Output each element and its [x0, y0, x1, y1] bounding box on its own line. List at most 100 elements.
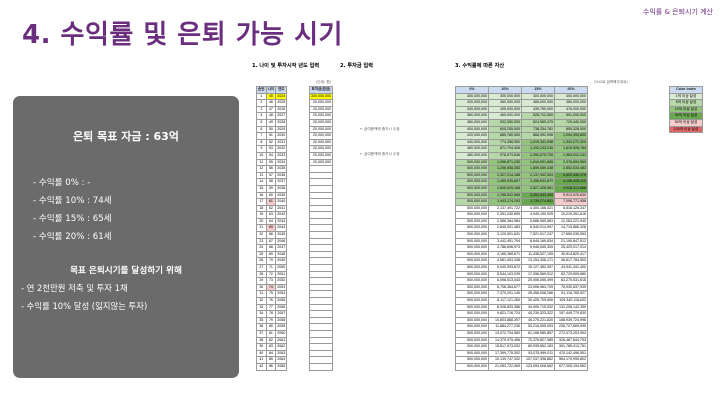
- table-cell: 470,142,496,501: [554, 349, 588, 358]
- table-cell: 15,817,973,002: [488, 343, 522, 351]
- table-cell: 2045: [275, 231, 288, 239]
- table-row: 1 45 2024: [256, 92, 288, 101]
- table-row: 500,000,000 1,605,929,168 2,827,428,961 4,9…: [455, 184, 588, 193]
- table-cell: 2037: [275, 178, 288, 186]
- table-cell: 5: [256, 118, 267, 127]
- table-row: [309, 250, 333, 259]
- table-row: 400,000,000 605,255,000 738,254,781 895,328…: [455, 125, 588, 134]
- table-row: 500,000,000 1,459,935,607 2,458,633,879 4,1…: [455, 178, 588, 186]
- table-cell: 2061: [275, 336, 288, 345]
- table-cell: 34,990,715,932: [521, 303, 555, 312]
- table-cell: 86: [265, 362, 277, 371]
- table-cell: 34: [256, 310, 267, 318]
- table-cell: 500,000,000: [455, 336, 489, 345]
- table-row: 38 82 2061: [256, 336, 288, 345]
- table-cell: 2028: [275, 118, 288, 127]
- table-row: [309, 362, 333, 371]
- table-cell: 26,458,008,266: [521, 290, 555, 298]
- table-cell: 1,192,243,240: [521, 145, 555, 153]
- table-cell: 40,239,323,322: [521, 310, 555, 318]
- table-cell: 76: [265, 297, 277, 305]
- table-cell: 1,619,926,784: [554, 145, 588, 153]
- table-cell: 5,686,969,563: [521, 217, 555, 226]
- table-cell: 20,000,000: [309, 125, 333, 134]
- table-cell: 61,198,980,857: [521, 329, 555, 338]
- table-cell: 340,000,000: [455, 105, 489, 114]
- table-cell: 46: [265, 99, 277, 107]
- panel-item: - 수익률 0% : -: [33, 178, 91, 188]
- table-row: 500,000,000 2,137,491,722 4,300,166,021 8,5…: [455, 204, 588, 213]
- table-cell: 2055: [275, 297, 288, 305]
- table-cell: [309, 329, 333, 338]
- table-cell: 61: [265, 198, 277, 206]
- table-row: 500,000,000 2,351,240,895 4,945,190,925 10,…: [455, 211, 588, 219]
- table-cell: 84: [265, 349, 277, 358]
- table-cell: 624,569,375: [521, 118, 555, 127]
- table-row: [309, 178, 333, 186]
- table-row: 31 75 2054: [256, 290, 288, 298]
- table-row: 19 63 2042: [256, 211, 288, 219]
- table-row: 500,000,000 1,206,558,353 1,859,080,438 2,8…: [455, 165, 588, 173]
- table-cell: 39: [256, 343, 267, 351]
- table-row: 320,000,000 350,000,000 365,000,000 380,000…: [455, 99, 588, 107]
- table-cell: 7: [256, 132, 267, 140]
- table-cell: 2048: [275, 250, 288, 259]
- table-row: [309, 217, 333, 226]
- table-cell: 48: [265, 112, 277, 120]
- table-cell: [309, 257, 333, 266]
- section-1-label: 1. 나이 및 투자시작 년도 입력: [252, 63, 320, 69]
- table-row: 500,000,000 8,117,121,260 30,426,709,506 10…: [455, 297, 588, 305]
- table-cell: 17,659,039,593: [554, 231, 588, 239]
- table-cell: 500,000,000: [455, 264, 489, 272]
- table-cell: 28: [256, 270, 267, 279]
- table-cell: 72: [265, 270, 277, 279]
- table-row: 500,000,000 2,845,001,483 6,540,014,997 14,…: [455, 224, 588, 233]
- table-cell: 63: [265, 211, 277, 219]
- table-cell: 29: [256, 277, 267, 285]
- legend-row: 50억 이상 달성: [669, 118, 703, 127]
- table-row: 12 56 2035: [256, 165, 288, 173]
- table-row: 500,000,000 3,442,451,794 8,649,169,834 21,…: [455, 237, 588, 246]
- table-row: [309, 310, 333, 318]
- table-cell: 605,255,000: [488, 125, 522, 134]
- table-cell: 2050: [275, 264, 288, 272]
- table-cell: 500,000,000: [455, 198, 489, 206]
- col-header: 순번: [256, 86, 267, 94]
- table-cell: 4,581,903,338: [488, 257, 522, 266]
- table-cell: 2,852,033,483: [554, 165, 588, 173]
- page-title: 4. 수익률 및 은퇴 가능 시기: [22, 20, 343, 50]
- table-row: [309, 244, 333, 252]
- table-row: 500,000,000 5,040,093,672 15,127,452,097 43…: [455, 264, 588, 272]
- table-row: 21 65 2044: [256, 224, 288, 233]
- table-cell: 3,129,501,631: [488, 231, 522, 239]
- table-cell: 365,000,000: [521, 99, 555, 107]
- table-row: 20,000,000: [309, 118, 333, 127]
- table-row: [309, 290, 333, 298]
- table-cell: 75: [265, 290, 277, 298]
- table-cell: 1: [256, 92, 267, 101]
- table-row: 17 61 2040: [256, 198, 288, 206]
- table-cell: 391,785,413,751: [554, 343, 588, 351]
- table-cell: 4,165,366,671: [488, 250, 522, 259]
- investment-table: 투자금(원금) 300,000,000 20,000,000 20,000,000 2…: [309, 86, 333, 371]
- table-row: 20,000,000: [309, 158, 333, 167]
- table-row: 37 81 2060: [256, 329, 288, 338]
- table-row: 500,000,000 13,072,704,960 61,198,980,857 2…: [455, 329, 588, 338]
- table-cell: 157,449,770,830: [554, 310, 588, 318]
- table-cell: 42: [256, 362, 267, 371]
- table-cell: 2027: [275, 112, 288, 120]
- table-cell: 21,053,722,065: [488, 362, 522, 371]
- table-cell: 26: [256, 257, 267, 266]
- table-cell: 1,766,522,085: [488, 191, 522, 200]
- table-cell: 2036: [275, 171, 288, 180]
- table-cell: 5,913,976,630: [554, 191, 588, 200]
- table-cell: [309, 264, 333, 272]
- table-cell: 500,000,000: [455, 237, 489, 246]
- table-cell: 439,750,000: [521, 105, 555, 114]
- table-cell: 2033: [275, 151, 288, 160]
- table-row: [309, 283, 333, 292]
- table-cell: 85: [265, 356, 277, 364]
- table-cell: 6,708,364,677: [488, 283, 522, 292]
- table-cell: 32: [256, 297, 267, 305]
- table-cell: 107,037,398,862: [521, 356, 555, 364]
